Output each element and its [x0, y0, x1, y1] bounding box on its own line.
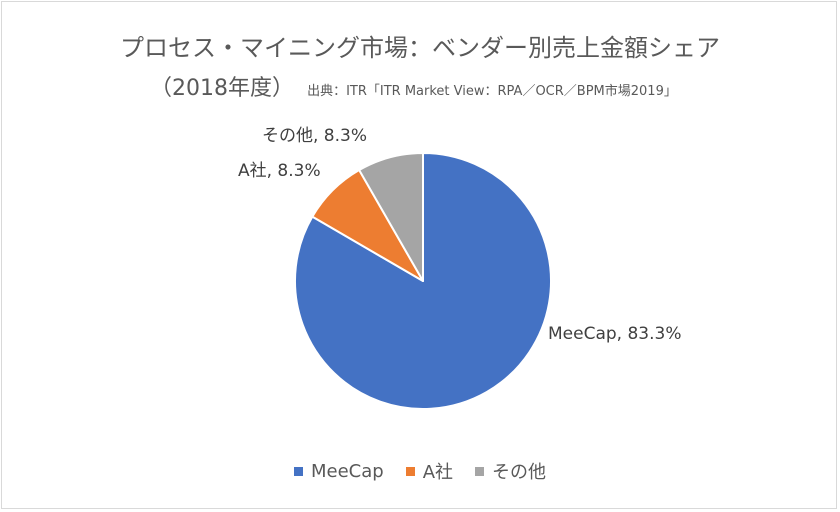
- chart-title: プロセス・マイニング市場：ベンダー別売上金額シェア: [120, 34, 720, 62]
- chart-source: 出典：ITR「ITR Market View：RPA／OCR／BPM市場2019…: [307, 84, 677, 99]
- legend-item-meecap: MeeCap: [293, 460, 384, 482]
- data-label-meecap: MeeCap, 83.3%: [548, 324, 681, 344]
- pie-slice-other: [358, 152, 424, 282]
- data-label-other: その他, 8.3%: [262, 126, 367, 146]
- legend-swatch: [293, 466, 303, 476]
- chart-subtitle: （2018年度）: [150, 76, 294, 101]
- chart-subtitle-row: （2018年度） 出典：ITR「ITR Market View：RPA／OCR／…: [150, 70, 677, 102]
- legend-item-company-a: A社: [405, 458, 454, 484]
- legend-label: その他: [492, 462, 547, 483]
- legend-label: A社: [422, 462, 454, 483]
- legend-swatch: [405, 466, 415, 476]
- chart-legend: MeeCap A社 その他: [0, 458, 840, 484]
- legend-item-other: その他: [475, 458, 546, 484]
- legend-swatch: [475, 466, 485, 476]
- pie-data-labels: MeeCap, 83.3% A社, 8.3% その他, 8.3%: [238, 126, 681, 344]
- pie-slices: [294, 152, 552, 410]
- legend-label: MeeCap: [310, 460, 384, 482]
- data-label-company-a: A社, 8.3%: [238, 161, 321, 181]
